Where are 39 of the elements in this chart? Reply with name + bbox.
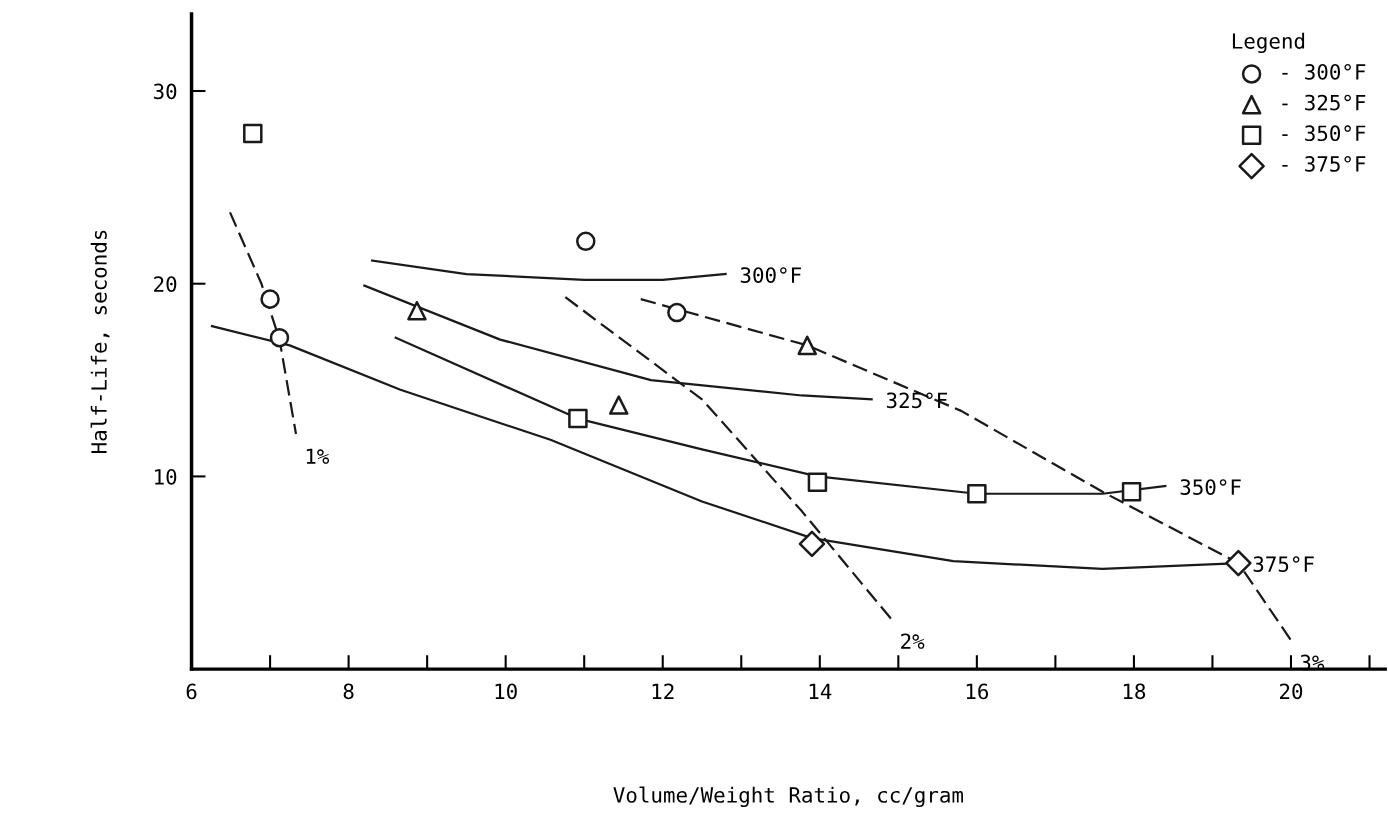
x-tick-label: 12: [652, 683, 674, 699]
series-label: 375°F: [1253, 556, 1314, 573]
legend-label: - 325°F: [1282, 94, 1366, 111]
x-tick-label: 16: [966, 683, 989, 700]
x-tick-label: 10: [495, 683, 517, 700]
point: [967, 484, 987, 504]
point: [797, 335, 817, 356]
legend-label: - 350°F: [1282, 125, 1366, 142]
point: [260, 289, 280, 309]
x-axis-title: Volume/Weight Ratio, cc/gram: [613, 786, 963, 808]
x-tick-label: 14: [809, 683, 832, 699]
x-tick-label: 8: [343, 683, 354, 700]
x-tick-label: 6: [186, 683, 197, 700]
legend-label: - 300°F: [1282, 63, 1366, 80]
x-tick-label: 20: [1279, 683, 1303, 700]
y-tick-label: 20: [154, 276, 177, 292]
point: [269, 327, 290, 348]
point: [243, 123, 263, 144]
legend-title: Legend: [1232, 32, 1305, 54]
x-tick-label: 18: [1123, 683, 1146, 700]
point: [568, 408, 588, 429]
point: [667, 302, 687, 323]
point: [576, 231, 596, 252]
y-axis-title: Half-Life, seconds: [90, 230, 110, 454]
series-label: 350°F: [1180, 479, 1241, 495]
line-series: [228, 211, 298, 436]
point: [1225, 549, 1252, 577]
series-label: 300°F: [740, 267, 801, 283]
point: [807, 472, 828, 492]
point: [798, 530, 826, 558]
series-label: 1%: [306, 448, 330, 464]
y-tick-label: 10: [155, 468, 177, 485]
point: [407, 300, 427, 321]
legend-label: - 375°F: [1282, 156, 1366, 172]
point: [1121, 482, 1142, 502]
y-tick-label: 30: [153, 83, 177, 100]
point: [609, 395, 629, 415]
series-label: 2%: [901, 633, 925, 649]
series-label: 325°F: [886, 392, 947, 409]
